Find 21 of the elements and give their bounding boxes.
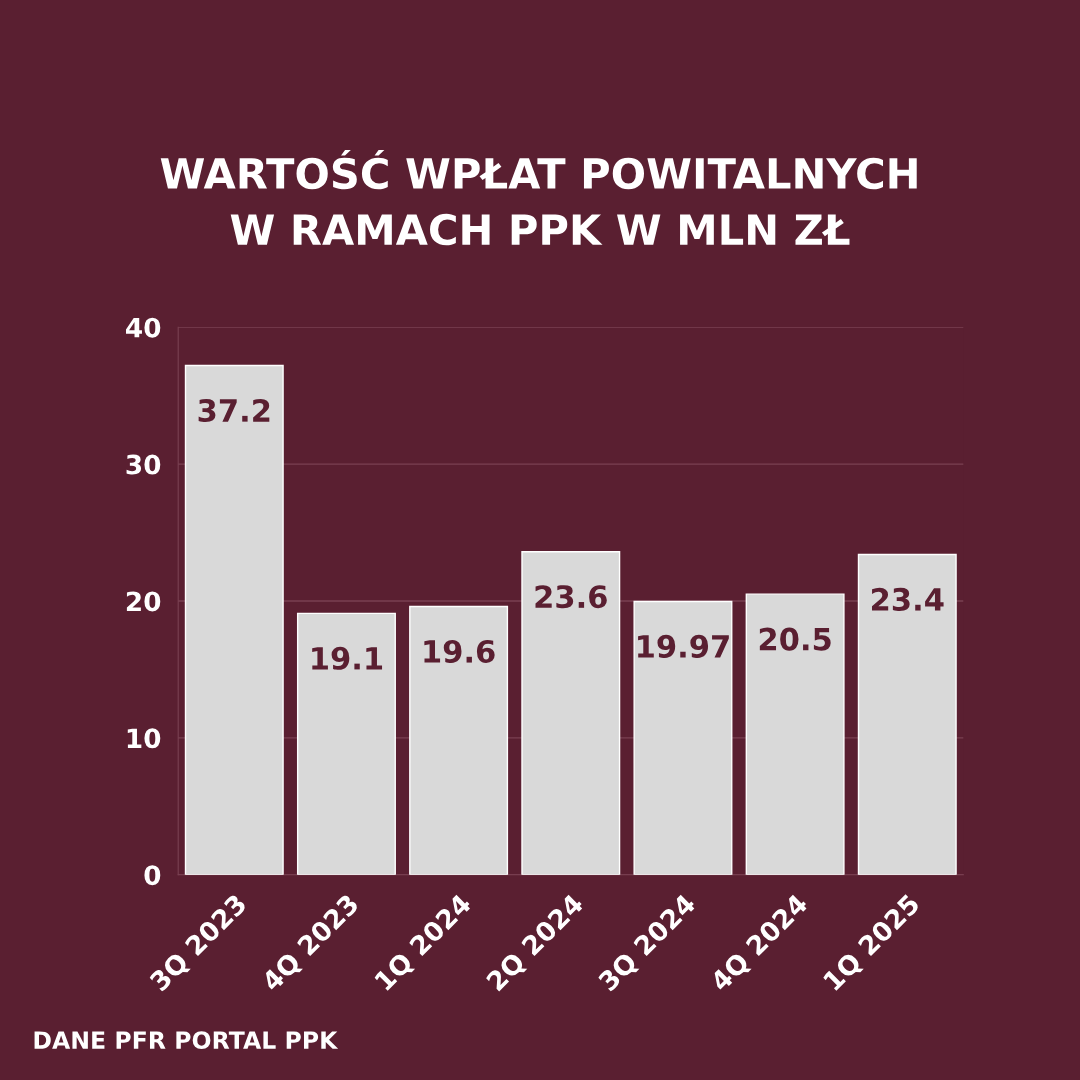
y-tick-label: 10 xyxy=(127,728,161,749)
data-label: 37.2 xyxy=(198,398,270,423)
data-label: 19.97 xyxy=(638,634,729,658)
bar xyxy=(521,551,621,875)
bar xyxy=(409,605,509,875)
data-label: 20.5 xyxy=(759,627,831,651)
y-tick-label: 20 xyxy=(126,591,161,612)
text: DANE PFR PORTAL PPK xyxy=(34,1031,339,1050)
y-tick-label: 30 xyxy=(126,454,161,475)
chart-title: WARTOŚĆ WPŁAT POWITALNYCH W RAMACH PPK W MLN ZŁ xyxy=(160,150,917,246)
data-label: 23.4 xyxy=(872,587,944,611)
bar xyxy=(857,553,957,875)
bar xyxy=(745,593,845,875)
data-label: 19.1 xyxy=(312,646,383,670)
data-label: 23.6 xyxy=(535,585,607,609)
y-tick-label: 0 xyxy=(144,865,161,886)
bar xyxy=(296,612,396,875)
y-tick-label: 40 xyxy=(126,317,161,338)
data-label: 19.6 xyxy=(424,639,495,663)
bar xyxy=(633,600,733,875)
bar xyxy=(184,364,284,875)
